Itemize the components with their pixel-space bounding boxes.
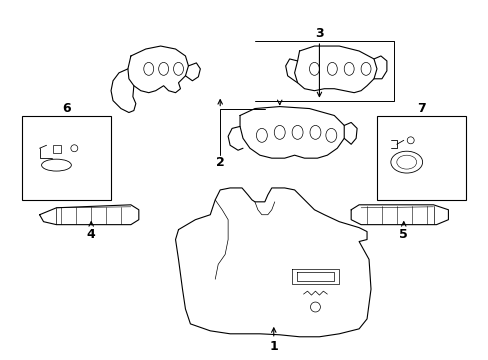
Text: 5: 5 <box>399 228 407 241</box>
Bar <box>376 116 466 200</box>
Text: 6: 6 <box>62 102 71 115</box>
Text: 3: 3 <box>314 27 323 40</box>
Text: 7: 7 <box>416 102 425 115</box>
Text: 1: 1 <box>269 340 278 353</box>
Bar <box>53 145 61 153</box>
Text: 2: 2 <box>215 156 224 168</box>
Text: 4: 4 <box>87 228 95 241</box>
Bar <box>21 116 111 200</box>
